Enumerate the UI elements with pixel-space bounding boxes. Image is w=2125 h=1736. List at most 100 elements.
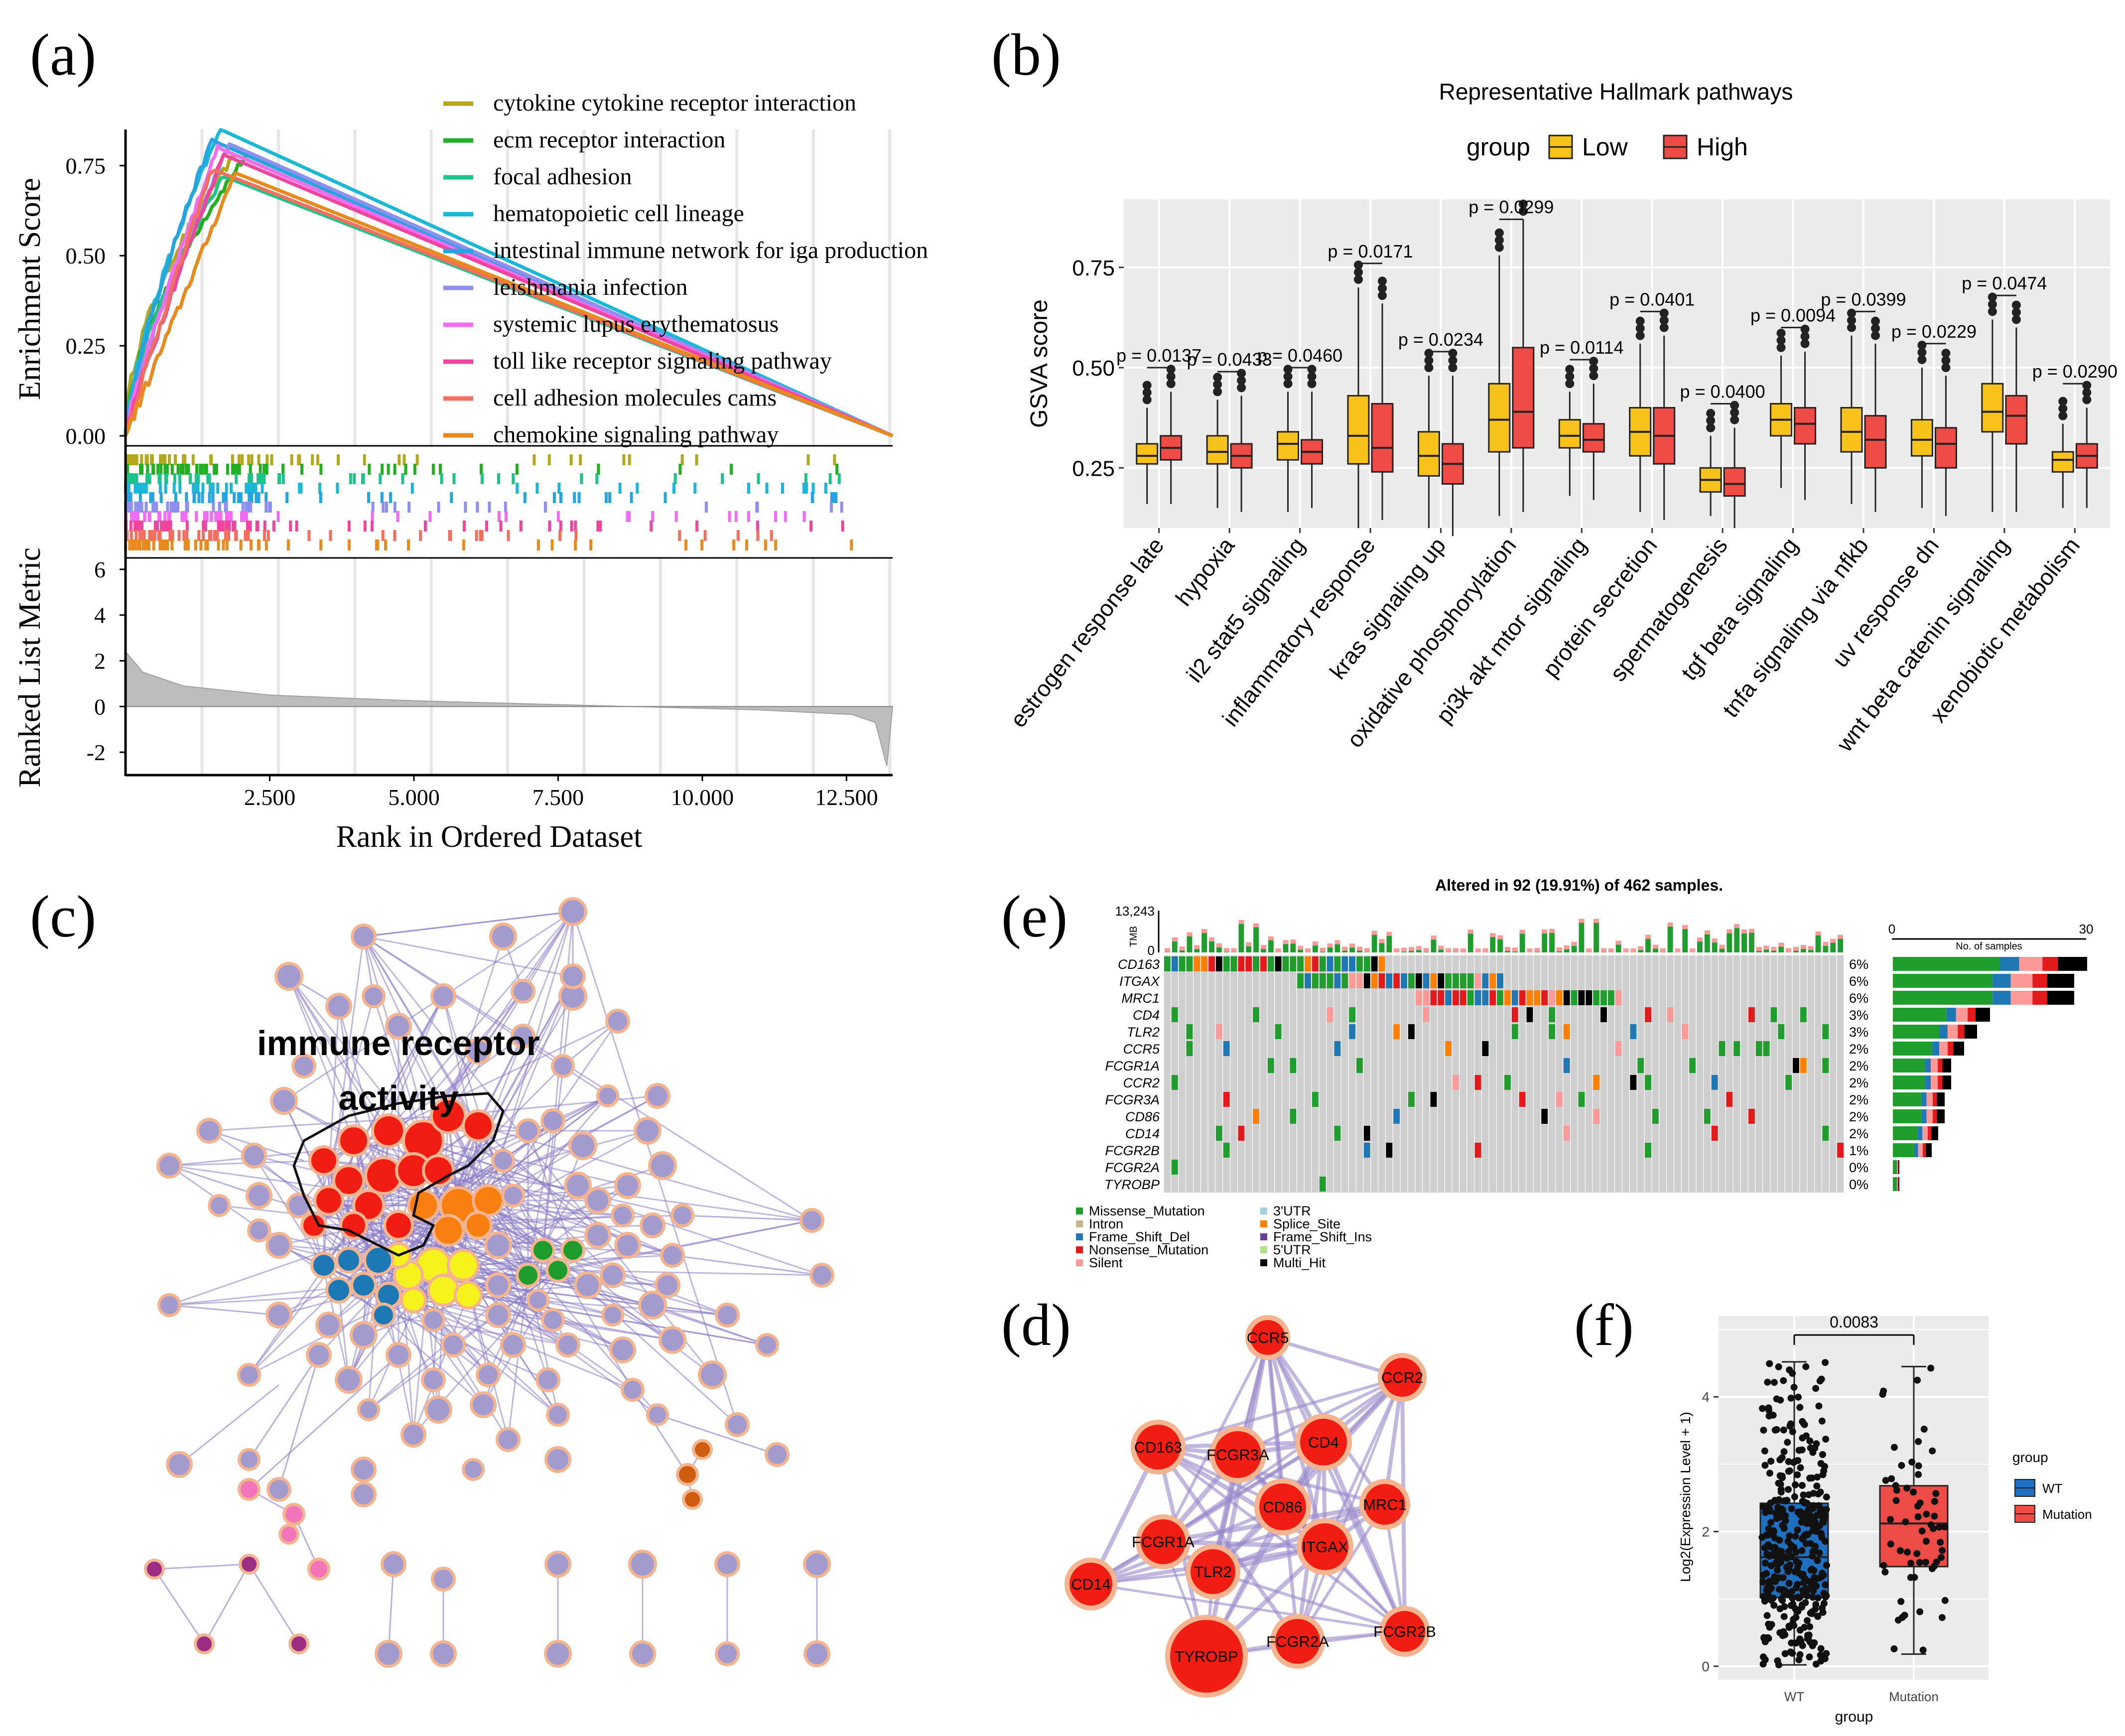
data-point xyxy=(1765,1620,1772,1628)
mutation-cell xyxy=(1763,1041,1770,1056)
tmb-bar-top xyxy=(1704,930,1710,935)
mutation-cell xyxy=(1593,1109,1600,1124)
outlier xyxy=(1730,415,1739,424)
tmb-bar xyxy=(1209,937,1214,952)
legend-label: Frame_Shift_Ins xyxy=(1273,1229,1372,1244)
mutation-cell xyxy=(1511,1024,1518,1039)
tmb-bar-top xyxy=(1741,929,1747,934)
mutation-cell xyxy=(1630,1075,1637,1090)
tmb-bar-top xyxy=(1475,948,1481,952)
data-point xyxy=(1937,1539,1944,1546)
gene-node xyxy=(1131,1420,1186,1474)
mutation-cell xyxy=(1378,956,1385,971)
tmb-bar-top xyxy=(1460,948,1466,952)
data-point xyxy=(1776,1456,1784,1464)
gene-node-label: FCGR1A xyxy=(1132,1533,1195,1551)
mutation-cell xyxy=(1445,990,1452,1005)
tmb-bar-top xyxy=(1549,929,1555,933)
p-value: p = 0.0460 xyxy=(1257,345,1342,366)
y-tick-label: 0.25 xyxy=(66,333,106,359)
data-point xyxy=(1812,1522,1819,1529)
network-node xyxy=(431,1567,456,1592)
data-point xyxy=(1812,1601,1820,1608)
network-node xyxy=(558,897,587,926)
network-edge xyxy=(179,1384,279,1466)
data-point xyxy=(1918,1527,1926,1535)
network-node xyxy=(725,1412,750,1437)
legend-swatch xyxy=(1260,1259,1267,1266)
data-point xyxy=(1820,1590,1828,1597)
network-node xyxy=(194,1633,215,1654)
tmb-bar-top xyxy=(1660,948,1666,952)
network-node xyxy=(239,1554,260,1575)
data-point xyxy=(1916,1499,1924,1507)
network-node xyxy=(238,1448,261,1471)
data-point xyxy=(1793,1558,1800,1565)
network-node xyxy=(501,1184,525,1207)
tmb-bar-top xyxy=(1697,937,1703,942)
outlier xyxy=(1494,243,1504,252)
expression-legend: WT Mutation xyxy=(2014,1479,2092,1523)
tmb-bar-top xyxy=(1386,932,1392,936)
outlier xyxy=(1847,323,1856,332)
tmb-bars xyxy=(1165,919,1843,952)
tmb-bar xyxy=(1542,930,1548,952)
outlier xyxy=(1659,316,1669,325)
mutation-cell xyxy=(1186,956,1193,971)
sample-bar xyxy=(1937,1109,1945,1123)
data-point xyxy=(1818,1417,1826,1425)
mutation-cell xyxy=(1445,973,1452,988)
mutation-cell xyxy=(1556,990,1563,1005)
network-edge xyxy=(652,1304,768,1346)
tmb-bar xyxy=(1497,935,1503,952)
network-edge xyxy=(278,1354,320,1490)
mutation-cell xyxy=(1319,956,1326,971)
tmb-bar-top xyxy=(1371,931,1377,935)
y-tick-label: 2 xyxy=(1702,1524,1710,1540)
network-node xyxy=(516,1118,540,1143)
legend-label: Frame_Shift_Del xyxy=(1089,1229,1190,1244)
network-edge xyxy=(338,1289,548,1381)
mutation-cell xyxy=(1563,990,1570,1005)
data-point xyxy=(1819,1570,1826,1577)
network-node xyxy=(454,1281,483,1310)
data-point xyxy=(1775,1496,1783,1503)
box xyxy=(1864,415,1887,469)
sample-bar xyxy=(1921,1109,1927,1123)
data-point xyxy=(1769,1552,1777,1559)
tmb-bar-top xyxy=(1194,945,1200,949)
network-node xyxy=(605,1009,630,1034)
data-point xyxy=(1819,1608,1827,1616)
tmb-bar xyxy=(1238,920,1244,952)
tmb-bar xyxy=(1467,930,1473,952)
tmb-bar-top xyxy=(1312,941,1318,946)
outlier xyxy=(1354,267,1363,277)
data-point xyxy=(1808,1582,1816,1589)
network-node xyxy=(315,1312,342,1338)
data-point xyxy=(1765,1412,1773,1420)
legend-label: leishmania infection xyxy=(493,274,688,300)
tmb-bar-top xyxy=(1778,942,1784,947)
mutation-cell xyxy=(1438,990,1445,1005)
data-point xyxy=(1800,1491,1807,1499)
data-point xyxy=(1785,1548,1792,1555)
percent-label: 6% xyxy=(1849,991,1868,1006)
outlier xyxy=(2058,404,2068,413)
p-value: p = 0.0290 xyxy=(2032,361,2118,382)
gene-node-label: FCGR2A xyxy=(1266,1633,1329,1650)
network-node xyxy=(584,1187,611,1214)
expression-legend-title: group xyxy=(2012,1450,2048,1465)
legend-label: toll like receptor signaling pathway xyxy=(493,348,832,374)
tmb-bar xyxy=(1490,933,1496,952)
mutation-cell xyxy=(1186,1024,1193,1039)
data-point xyxy=(1923,1510,1930,1518)
network-node xyxy=(560,963,586,989)
outlier xyxy=(1237,369,1246,378)
network-node xyxy=(362,984,386,1008)
network-node xyxy=(306,1342,332,1368)
network-node xyxy=(540,1108,565,1133)
outlier xyxy=(1448,363,1458,373)
mutation-cell xyxy=(1822,1058,1829,1073)
sample-bar xyxy=(1946,1008,1956,1022)
